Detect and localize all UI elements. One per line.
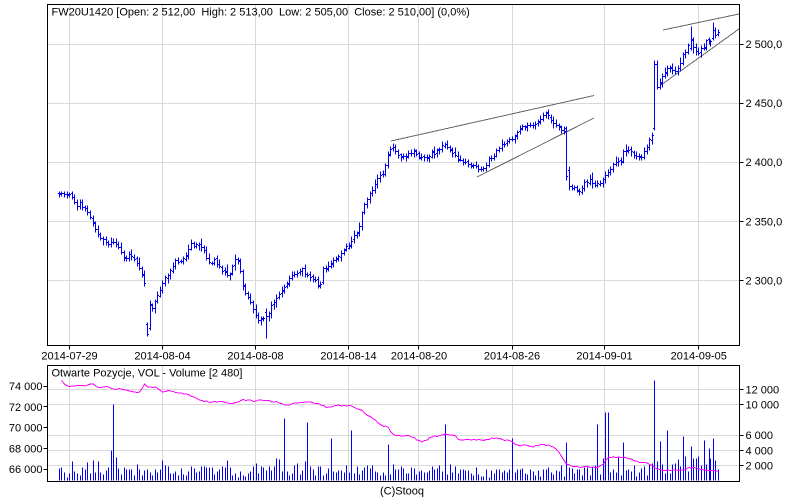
svg-text:4 000: 4 000 bbox=[746, 445, 774, 457]
svg-text:2 300,0: 2 300,0 bbox=[746, 275, 783, 287]
svg-text:12 000: 12 000 bbox=[746, 385, 780, 397]
svg-text:2014-07-29: 2014-07-29 bbox=[41, 351, 97, 363]
svg-text:2014-08-04: 2014-08-04 bbox=[134, 351, 190, 363]
svg-text:2014-08-08: 2014-08-08 bbox=[227, 351, 283, 363]
svg-text:2014-09-05: 2014-09-05 bbox=[671, 351, 727, 363]
svg-text:2014-08-14: 2014-08-14 bbox=[320, 351, 376, 363]
svg-text:2 350,0: 2 350,0 bbox=[746, 216, 783, 228]
svg-text:2014-08-20: 2014-08-20 bbox=[391, 351, 447, 363]
svg-text:6 000: 6 000 bbox=[746, 430, 774, 442]
svg-text:(C)Stooq: (C)Stooq bbox=[380, 486, 424, 498]
svg-text:2014-09-01: 2014-09-01 bbox=[576, 351, 632, 363]
svg-text:68 000: 68 000 bbox=[9, 443, 43, 455]
svg-text:2 000: 2 000 bbox=[746, 461, 774, 473]
svg-text:74 000: 74 000 bbox=[9, 381, 43, 393]
svg-text:2014-08-26: 2014-08-26 bbox=[484, 351, 540, 363]
svg-text:66 000: 66 000 bbox=[9, 464, 43, 476]
svg-text:2 400,0: 2 400,0 bbox=[746, 157, 783, 169]
svg-text:Otwarte Pozycje, VOL - Volume: Otwarte Pozycje, VOL - Volume [2 480] bbox=[52, 368, 243, 380]
svg-text:2 500,0: 2 500,0 bbox=[746, 39, 783, 51]
svg-text:2 450,0: 2 450,0 bbox=[746, 98, 783, 110]
svg-text:70 000: 70 000 bbox=[9, 423, 43, 435]
svg-text:10 000: 10 000 bbox=[746, 400, 780, 412]
svg-text:72 000: 72 000 bbox=[9, 402, 43, 414]
svg-text:FW20U1420 [Open: 2 512,00 Hig: FW20U1420 [Open: 2 512,00 High: 2 513,00… bbox=[52, 7, 470, 19]
